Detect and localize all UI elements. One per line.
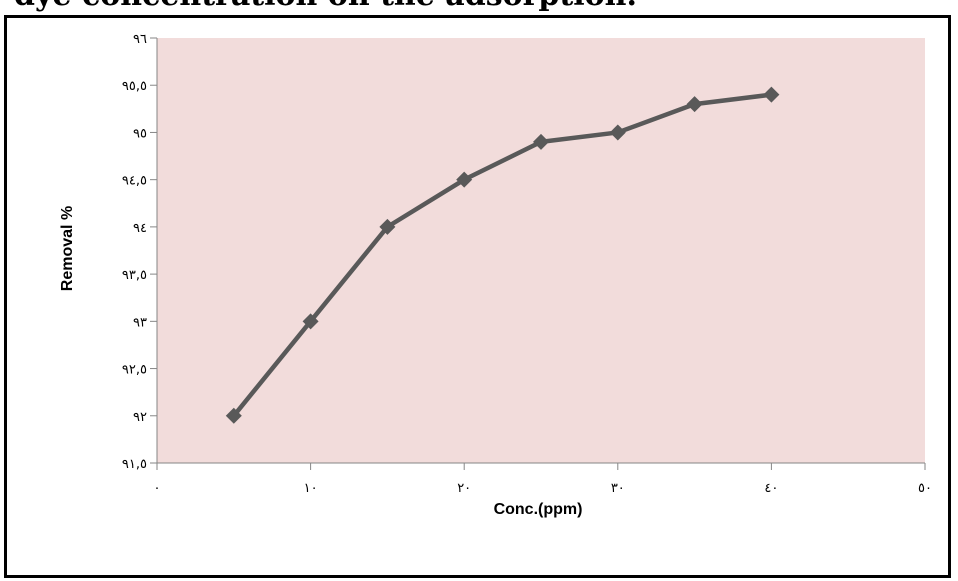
y-tick-label: ٩٥,٥ [122, 79, 147, 94]
x-tick-label: ٥٠ [918, 481, 932, 496]
data-point-marker [533, 133, 549, 150]
data-point-marker [225, 407, 242, 424]
y-tick-label: ٩٢ [133, 410, 147, 425]
y-tick-label: ٩٢,٥ [122, 363, 147, 378]
plot-area [157, 38, 925, 463]
data-point-marker [609, 124, 626, 141]
y-tick-label: ٩٦ [133, 32, 147, 47]
x-tick-label: ٢٠ [457, 481, 471, 496]
y-tick-label: ٩٣ [133, 315, 147, 330]
x-tick-label: ١٠ [304, 481, 318, 496]
data-point-marker [379, 218, 396, 235]
y-tick-label: ٩١,٥ [122, 457, 147, 472]
data-point-marker [763, 86, 780, 103]
y-axis-title: Removal % [59, 206, 76, 291]
series-layer [225, 86, 780, 424]
y-tick-label: ٩٥ [133, 126, 147, 141]
series-line [232, 92, 772, 418]
data-point-marker [686, 96, 703, 113]
data-point-marker [456, 171, 473, 188]
figure-caption: dye concentration on the adsorption. [14, 0, 637, 13]
x-axis-title: Conc.(ppm) [494, 501, 583, 518]
x-tick-label: ٠ [154, 481, 161, 496]
x-tick-label: ٣٠ [611, 481, 625, 496]
y-tick-label: ٩٤ [133, 221, 147, 236]
data-point-marker [302, 313, 319, 330]
x-tick-label: ٤٠ [764, 481, 778, 496]
y-tick-label: ٩٣,٥ [122, 268, 147, 283]
y-tick-label: ٩٤,٥ [122, 174, 147, 189]
axes: ٩١,٥ ٩٢ ٩٢,٥ ٩٣ ٩٣,٥ ٩٤ ٩٤,٥ ٩٥ ٩٥,٥ ٩٦ ٠ ١٠ ٢٠ ٣٠ ٤٠ ٥… [122, 32, 932, 496]
